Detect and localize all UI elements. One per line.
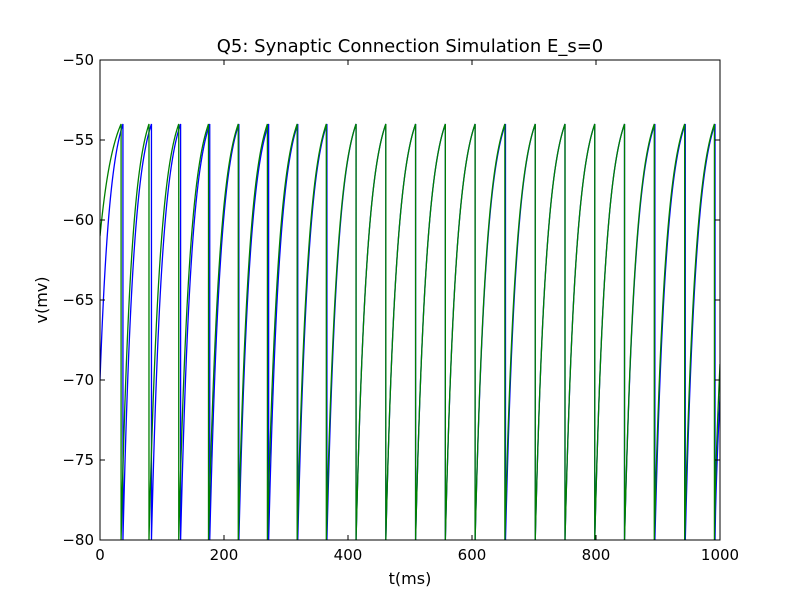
y-tick-label: −50 [62, 51, 94, 69]
y-tick-label: −60 [62, 211, 94, 229]
y-tick-label: −65 [62, 291, 94, 309]
x-tick-labels: 0 200 400 600 800 1000 [95, 546, 739, 564]
series-line-1 [100, 123, 720, 540]
chart-title: Q5: Synaptic Connection Simulation E_s=0 [217, 36, 603, 57]
y-tick-label: −80 [62, 531, 94, 549]
x-tick-label: 0 [95, 546, 105, 564]
x-tick-label: 600 [458, 546, 487, 564]
x-tick-label: 400 [334, 546, 363, 564]
x-tick-label: 200 [210, 546, 239, 564]
y-tick-labels: −80 −75 −70 −65 −60 −55 −50 [62, 51, 94, 549]
plot-frame [99, 59, 721, 541]
x-tick-label: 1000 [701, 546, 739, 564]
y-tick-label: −75 [62, 451, 94, 469]
series-lines [100, 123, 720, 540]
series-line-2 [100, 123, 720, 540]
y-axis-label: v(mv) [32, 276, 51, 323]
y-tick-label: −70 [62, 371, 94, 389]
x-axis-label: t(ms) [389, 569, 432, 588]
x-tick-label: 800 [582, 546, 611, 564]
y-tick-label: −55 [62, 131, 94, 149]
